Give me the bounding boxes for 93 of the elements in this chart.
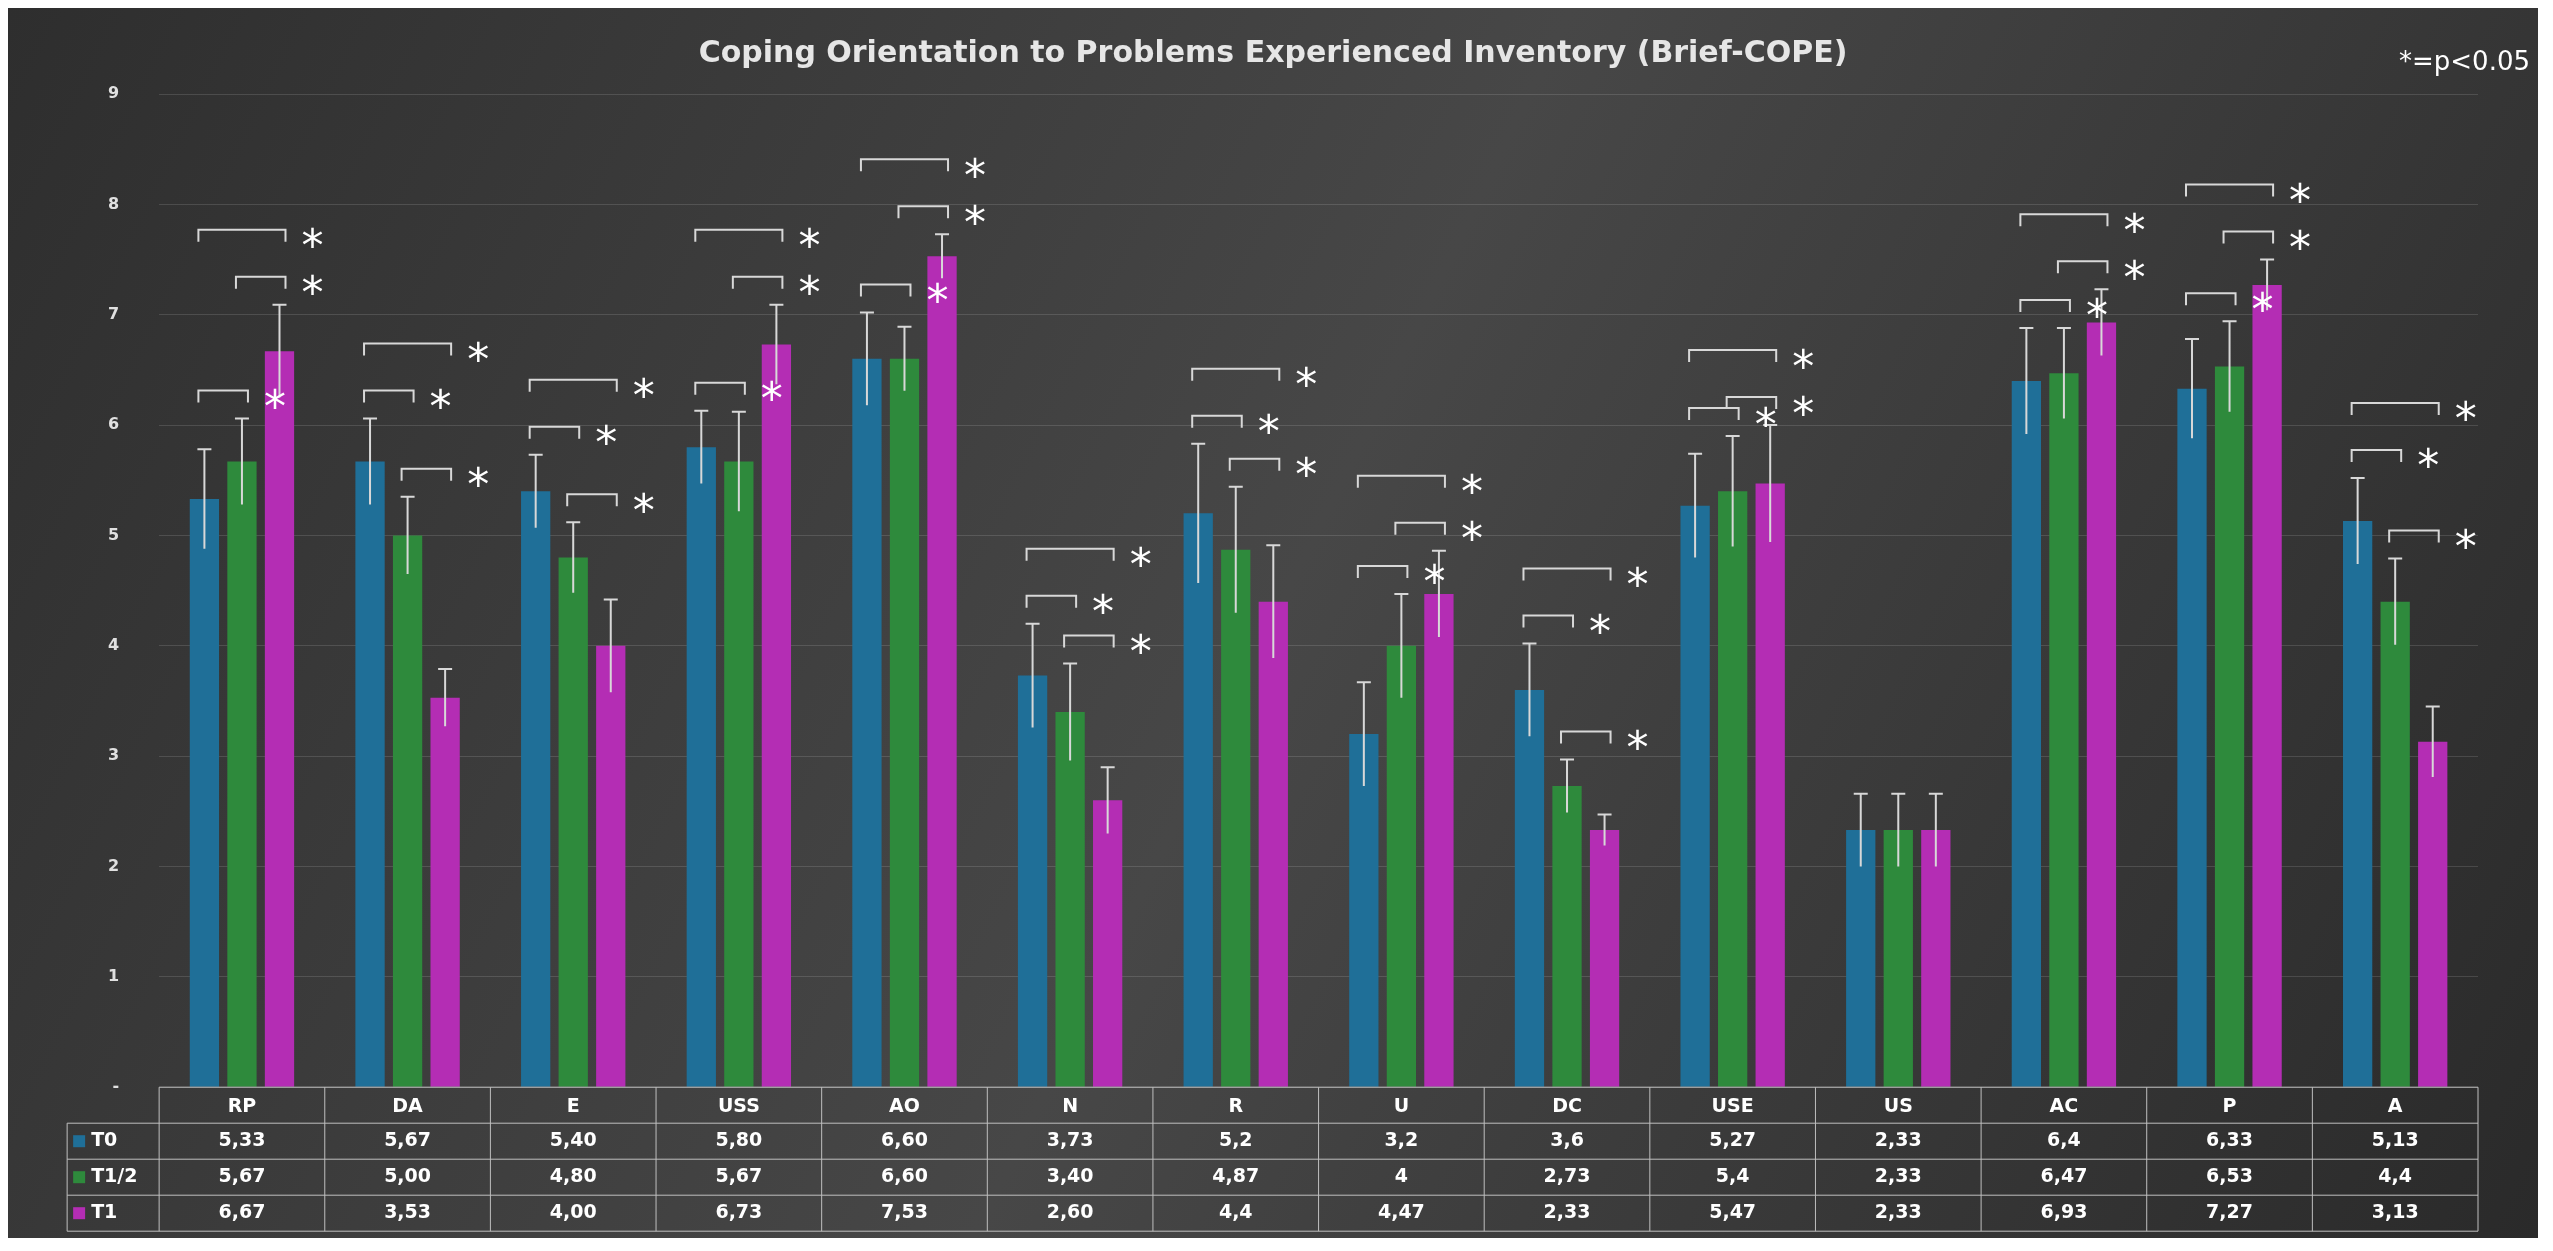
annotation: * bbox=[467, 459, 490, 511]
annotation: * bbox=[467, 333, 490, 385]
annotation: * bbox=[1626, 721, 1649, 773]
data-label: 4,47 bbox=[1377, 1200, 1425, 1223]
annotation: * bbox=[926, 274, 949, 326]
data-label: 2,60 bbox=[1046, 1200, 1094, 1223]
data-label: 5,40 bbox=[549, 1128, 597, 1151]
annotation: * bbox=[760, 373, 783, 425]
x-tick-label: R bbox=[1228, 1093, 1244, 1116]
data-label: 5,47 bbox=[1709, 1200, 1757, 1223]
legend-label: T1/2 bbox=[91, 1164, 138, 1187]
y-tick-label: 4 bbox=[107, 634, 120, 654]
data-label: 5,67 bbox=[384, 1128, 432, 1151]
data-label: 3,2 bbox=[1384, 1128, 1419, 1151]
data-label: 5,4 bbox=[1715, 1164, 1750, 1187]
data-label: 4,00 bbox=[549, 1200, 597, 1223]
y-tick-label: 1 bbox=[107, 966, 120, 985]
text: *=p<0.05 bbox=[2399, 45, 2530, 76]
annotation: * bbox=[1589, 606, 1612, 658]
annotation: * bbox=[1129, 625, 1152, 677]
y-tick-label: 9 bbox=[107, 83, 120, 103]
data-label: 2,73 bbox=[1543, 1164, 1591, 1187]
data-label: 4,4 bbox=[1218, 1200, 1253, 1223]
data-label: 6,4 bbox=[2047, 1128, 2081, 1151]
x-tick-label: USS bbox=[717, 1093, 760, 1116]
annotation: * bbox=[1295, 359, 1318, 411]
data-label: 3,73 bbox=[1046, 1128, 1094, 1151]
data-label: 4 bbox=[1394, 1164, 1408, 1187]
x-tick-label: U bbox=[1393, 1093, 1410, 1116]
data-label: 5,27 bbox=[1709, 1128, 1757, 1151]
data-label: 4,87 bbox=[1212, 1164, 1260, 1187]
annotation: * bbox=[632, 370, 655, 422]
data-label: 2,33 bbox=[1874, 1128, 1922, 1151]
y-tick-label: 2 bbox=[107, 855, 120, 875]
chart-title: Coping Orientation to Problems Experienced Inventory (Brief-COPE) bbox=[698, 33, 1848, 69]
annotation: * bbox=[595, 417, 618, 469]
data-label: 3,13 bbox=[2371, 1200, 2419, 1223]
data-label: 4,80 bbox=[549, 1164, 597, 1187]
data-label: 2,33 bbox=[1874, 1164, 1922, 1187]
annotation: * bbox=[1129, 539, 1152, 591]
x-tick-label: AC bbox=[2049, 1093, 2079, 1116]
y-tick-label: 6 bbox=[107, 414, 120, 434]
data-label: 5,2 bbox=[1218, 1128, 1253, 1151]
x-tick-label: RP bbox=[227, 1093, 257, 1116]
x-tick-label: DA bbox=[392, 1093, 424, 1116]
data-label: 6,73 bbox=[715, 1200, 763, 1223]
data-label: 5,67 bbox=[715, 1164, 763, 1187]
data-label: 2,33 bbox=[1543, 1200, 1591, 1223]
data-label: 6,60 bbox=[881, 1164, 928, 1187]
data-label: 5,67 bbox=[218, 1164, 266, 1187]
x-tick-label: P bbox=[2222, 1093, 2237, 1116]
y-tick-label: 3 bbox=[107, 745, 120, 765]
data-label: 6,53 bbox=[2206, 1164, 2253, 1187]
legend-label: T1 bbox=[91, 1200, 118, 1223]
annotation: * bbox=[1092, 586, 1115, 638]
data-label: 6,33 bbox=[2206, 1128, 2253, 1151]
annotation: * bbox=[2417, 440, 2440, 492]
data-label: 6,47 bbox=[2040, 1164, 2088, 1187]
data-label: 6,67 bbox=[218, 1200, 266, 1223]
data-label: 5,80 bbox=[715, 1128, 763, 1151]
legend-label: T0 bbox=[91, 1128, 118, 1151]
data-label: 5,00 bbox=[384, 1164, 432, 1187]
x-tick-label: A bbox=[2387, 1093, 2403, 1116]
y-tick-label: 7 bbox=[107, 303, 120, 323]
y-tick-label: - bbox=[112, 1076, 120, 1096]
data-label: 3,40 bbox=[1046, 1164, 1094, 1187]
annotation: * bbox=[2454, 393, 2477, 445]
annotation: * bbox=[1295, 449, 1318, 501]
annotation: * bbox=[2454, 521, 2477, 573]
data-label: 6,93 bbox=[2040, 1200, 2088, 1223]
x-tick-label: N bbox=[1062, 1093, 1079, 1116]
y-tick-label: 5 bbox=[107, 524, 120, 544]
data-label: 5,13 bbox=[2371, 1128, 2419, 1151]
x-tick-label: USE bbox=[1711, 1093, 1754, 1116]
data-label: 2,33 bbox=[1874, 1200, 1922, 1223]
x-tick-label: E bbox=[566, 1093, 580, 1116]
y-tick-label: 8 bbox=[107, 193, 120, 213]
annotation: * bbox=[632, 484, 655, 536]
data-label: 3,6 bbox=[1550, 1128, 1584, 1151]
annotation: * bbox=[2251, 283, 2274, 335]
x-tick-label: DC bbox=[1552, 1093, 1582, 1116]
data-label: 6,60 bbox=[881, 1128, 928, 1151]
data-label: 7,27 bbox=[2206, 1200, 2253, 1223]
x-tick-label: AO bbox=[889, 1093, 920, 1116]
x-tick-label: US bbox=[1883, 1093, 1913, 1116]
data-label: 5,33 bbox=[218, 1128, 266, 1151]
annotation: * bbox=[1626, 559, 1649, 611]
data-label: 3,53 bbox=[384, 1200, 432, 1223]
annotation: * bbox=[1257, 406, 1280, 458]
data-label: 4,4 bbox=[2378, 1164, 2413, 1187]
annotation: * bbox=[429, 380, 452, 432]
annotation: * bbox=[263, 380, 286, 432]
data-label: 7,53 bbox=[881, 1200, 928, 1223]
